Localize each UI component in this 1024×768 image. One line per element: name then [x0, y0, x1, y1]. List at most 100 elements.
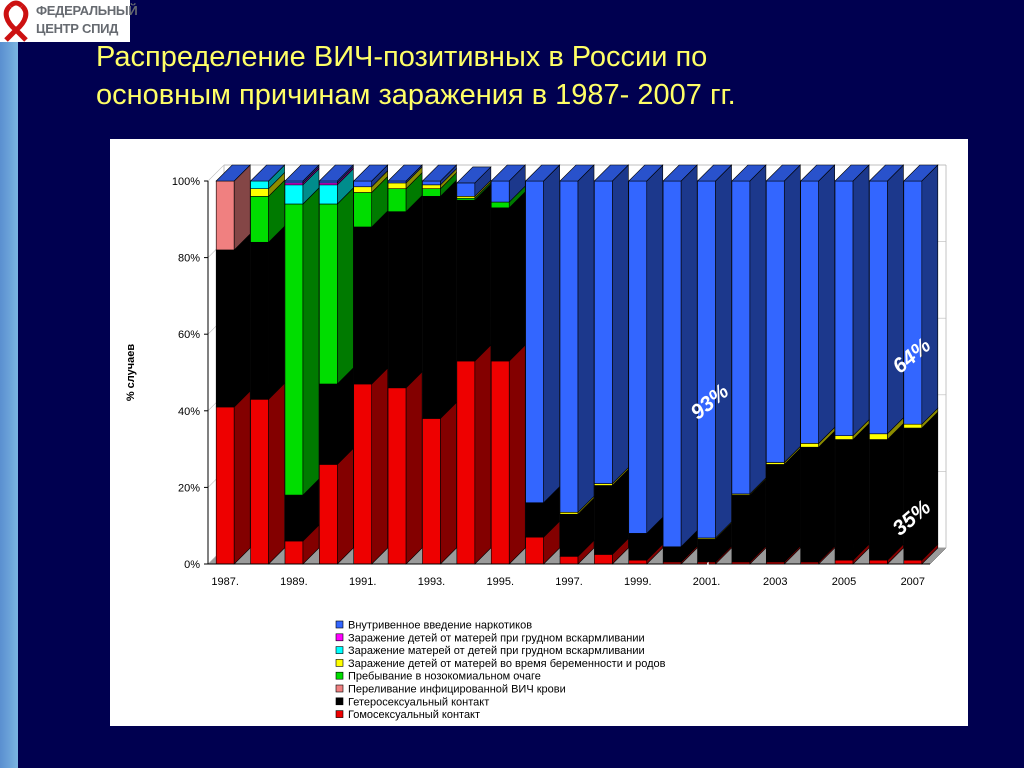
- slide-title-line-2: основным причинам заражения в 1987- 2007…: [96, 79, 736, 111]
- bar-segment: [353, 164, 389, 188]
- bar-segment-side: [337, 447, 354, 565]
- bar-top-face: [868, 164, 905, 182]
- bar-segment-front: [628, 533, 648, 561]
- bar-segment-front: [284, 540, 304, 565]
- bar-segment-front: [697, 180, 716, 539]
- x-tick-label: 2007: [901, 576, 925, 588]
- legend-label: Заражение детей от матерей при грудном в…: [348, 632, 645, 644]
- bar-segment: [559, 497, 595, 558]
- bar-segment-front: [834, 180, 854, 436]
- bar-segment: [319, 168, 354, 205]
- bar-top-face: [352, 164, 389, 182]
- bar-segment-side: [371, 367, 389, 565]
- bar-segment: [765, 447, 801, 563]
- bar-segment-side: [749, 164, 767, 495]
- bar-segment: [422, 401, 457, 565]
- bar-segment-front: [525, 502, 544, 538]
- bar-segment-side: [921, 411, 939, 561]
- bar-segment: [250, 382, 285, 565]
- bar-top-face: [456, 166, 492, 184]
- bar-segment: [422, 179, 457, 420]
- bar-segment-front: [250, 180, 269, 189]
- bar-segment-front: [800, 180, 819, 444]
- bar-segment-front: [628, 559, 648, 565]
- logo-line-1: ФЕДЕРАЛЬНЫЙ: [36, 3, 138, 18]
- bar-segment: [525, 164, 560, 504]
- bar-top-face: [215, 164, 251, 182]
- bar-segment-front: [353, 192, 373, 228]
- bar-segment-side: [680, 164, 698, 548]
- bar-segment-front: [422, 188, 441, 197]
- legend-swatch: [335, 710, 344, 718]
- bar-top-face: [696, 164, 733, 182]
- y-axis-title: % случаев: [125, 344, 137, 402]
- bar-segment: [215, 164, 251, 251]
- bar-segment-front: [456, 199, 476, 362]
- bar-segment-front: [319, 203, 338, 385]
- bar-segment-side: [783, 447, 801, 563]
- x-tick-label: 2001.: [693, 576, 721, 588]
- x-tick-label: 2003: [763, 576, 787, 588]
- legend-box: [333, 616, 755, 724]
- bar-segment-side: [440, 179, 457, 420]
- bar-top-face: [284, 164, 320, 182]
- bar-segment-side: [783, 164, 801, 464]
- bar-segment-front: [250, 188, 269, 197]
- red-ribbon-icon: [3, 0, 29, 42]
- y-tick-label: 60%: [178, 329, 200, 341]
- bar-segment-side: [577, 164, 595, 514]
- bar-segment: [525, 485, 560, 538]
- bar-top-face: [318, 164, 355, 182]
- bar-segment-side: [440, 401, 457, 565]
- bar-segment: [284, 187, 320, 496]
- bar-segment-front: [490, 207, 510, 362]
- bar-segment: [869, 422, 904, 561]
- bar-segment: [697, 522, 732, 563]
- bar-top-face: [662, 164, 698, 182]
- bar-segment-front: [525, 180, 544, 504]
- bar-segment: [834, 164, 870, 437]
- bar-segment-front: [559, 513, 579, 557]
- bar-segment: [697, 164, 732, 539]
- stacked-bar-chart: 0% 20% 40% 60% 80% 100% % случаев 1987. 1989. 199…: [125, 164, 947, 724]
- bar-segment-side: [508, 191, 526, 362]
- bar-segment-front: [490, 201, 510, 209]
- legend-swatch: [335, 684, 344, 693]
- bar-segment-side: [474, 344, 492, 565]
- bar-top-face: [593, 164, 630, 182]
- bar-segment-front: [765, 464, 785, 563]
- legend-swatch: [335, 697, 344, 706]
- slide-title-line-1: Распределение ВИЧ-позитивных в России по: [96, 41, 708, 73]
- bar-segment-side: [818, 164, 835, 445]
- bar-segment-front: [387, 211, 407, 389]
- bar-segment-front: [834, 435, 854, 440]
- bar-segment-side: [543, 164, 560, 504]
- bar-segment-side: [887, 422, 904, 561]
- legend-label: Гетеросексуальный контакт: [348, 696, 489, 708]
- bar-segment: [903, 411, 939, 561]
- bar-segment-front: [834, 559, 854, 565]
- bar-segment-front: [319, 383, 338, 465]
- bar-segment-front: [456, 360, 476, 565]
- bar-segment: [800, 430, 835, 563]
- legend-label: Пребывание в нозокомиальном очаге: [348, 671, 541, 683]
- legend-label: Заражение матерей от детей при грудном в…: [348, 645, 645, 657]
- x-tick-label: 1987.: [211, 576, 239, 588]
- bar-segment-front: [559, 180, 579, 513]
- bar-segment-front: [387, 188, 407, 212]
- bar-segment-front: [353, 186, 373, 193]
- bar-segment-front: [662, 180, 682, 548]
- bar-top-face: [731, 164, 767, 182]
- x-tick-label: 1999.: [624, 576, 652, 588]
- bar-segment-side: [921, 164, 939, 425]
- bar-segment-side: [268, 225, 285, 401]
- bar-top-face: [421, 164, 458, 182]
- bar-top-face: [628, 164, 664, 182]
- bar-segment-front: [353, 383, 373, 565]
- bar-segment-side: [887, 164, 904, 435]
- x-tick-label: 2005: [832, 576, 856, 588]
- bar-segment: [387, 371, 423, 565]
- bar-segment-side: [337, 367, 354, 466]
- y-tick-label: 20%: [178, 482, 200, 494]
- bar-segment-front: [387, 387, 407, 565]
